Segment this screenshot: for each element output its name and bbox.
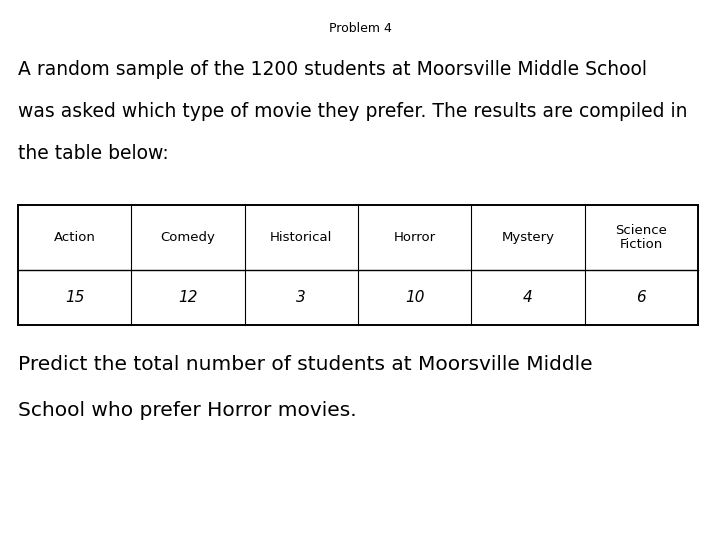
Text: the table below:: the table below:: [18, 144, 168, 163]
Text: 3: 3: [297, 290, 306, 305]
Text: 6: 6: [636, 290, 647, 305]
Text: Mystery: Mystery: [502, 231, 554, 244]
Text: 12: 12: [179, 290, 198, 305]
Text: was asked which type of movie they prefer. The results are compiled in: was asked which type of movie they prefe…: [18, 102, 688, 121]
Text: A random sample of the 1200 students at Moorsville Middle School: A random sample of the 1200 students at …: [18, 60, 647, 79]
Text: School who prefer Horror movies.: School who prefer Horror movies.: [18, 401, 356, 420]
Text: Science
Fiction: Science Fiction: [616, 224, 667, 252]
Text: Predict the total number of students at Moorsville Middle: Predict the total number of students at …: [18, 355, 593, 374]
Text: Problem 4: Problem 4: [328, 22, 392, 35]
Bar: [18, 205, 698, 325]
Text: Horror: Horror: [394, 231, 436, 244]
Text: 15: 15: [65, 290, 84, 305]
Text: 10: 10: [405, 290, 424, 305]
Text: Historical: Historical: [270, 231, 333, 244]
Text: Comedy: Comedy: [161, 231, 215, 244]
Text: Action: Action: [54, 231, 96, 244]
Text: 4: 4: [523, 290, 533, 305]
